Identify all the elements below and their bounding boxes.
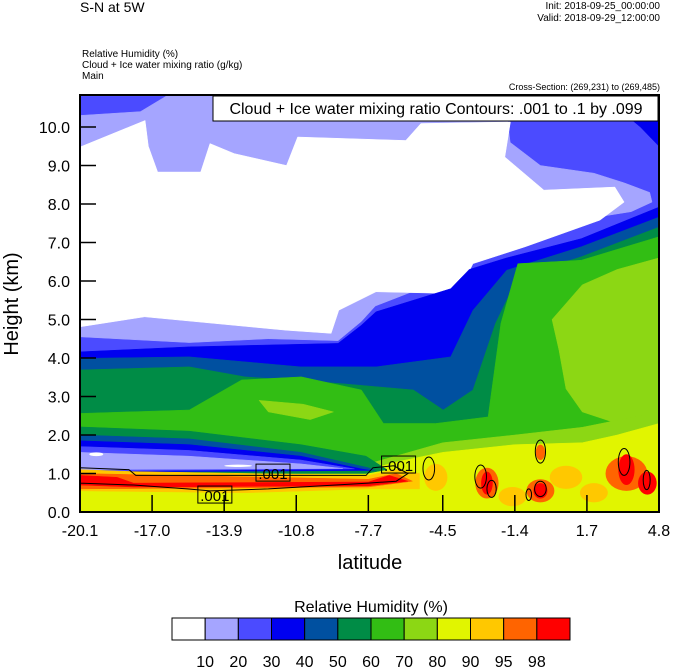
colorbar-swatch xyxy=(436,617,472,641)
contour-label: .001 xyxy=(200,488,229,505)
contour-label: .001 xyxy=(384,458,413,475)
y-tick-label: 0.0 xyxy=(48,505,70,522)
y-tick-label: 9.0 xyxy=(48,159,70,176)
y-tick-label: 4.0 xyxy=(48,351,70,368)
colorbar-swatch xyxy=(237,617,272,641)
colorbar-swatch xyxy=(370,617,405,641)
rh-blob xyxy=(638,471,657,495)
rh-filled-contours xyxy=(80,95,659,512)
colorbar-swatch xyxy=(536,617,571,641)
x-tick-label: -1.4 xyxy=(501,523,529,540)
colorbar-swatch xyxy=(171,617,206,641)
x-tick-label: -4.5 xyxy=(429,523,457,540)
rh-blob xyxy=(549,465,583,489)
rh-blob xyxy=(579,483,608,503)
x-tick-label: -7.7 xyxy=(355,523,383,540)
colorbar-swatch xyxy=(304,617,339,641)
y-tick-label: 1.0 xyxy=(48,467,70,484)
colorbar-swatch xyxy=(403,617,438,641)
x-tick-label: -17.0 xyxy=(134,523,171,540)
colorbar-label: 80 xyxy=(428,654,446,668)
x-tick-label: -20.1 xyxy=(62,523,99,540)
contour-annotation-box: Cloud + Ice water mixing ratio Contours:… xyxy=(212,95,659,122)
contour-label: .001 xyxy=(258,466,287,483)
x-tick-label: 4.8 xyxy=(648,523,670,540)
rh-blob xyxy=(618,454,635,486)
cloud-contour-line xyxy=(422,456,436,481)
colorbar-label: 50 xyxy=(329,654,347,668)
rh-blob xyxy=(89,452,104,457)
init-time: Init: 2018-09-25_00:00:00 xyxy=(545,1,660,12)
y-tick-label: 5.0 xyxy=(48,313,70,330)
colorbar-label: 20 xyxy=(229,654,247,668)
colorbar-label: 70 xyxy=(395,654,413,668)
x-tick-label: -10.8 xyxy=(278,523,315,540)
y-tick-label: 7.0 xyxy=(48,236,70,253)
colorbar-swatch xyxy=(204,617,239,641)
y-tick-label: 8.0 xyxy=(48,197,70,214)
colorbar-title: Relative Humidity (%) xyxy=(294,599,448,616)
rh-blob xyxy=(424,463,448,491)
contour-label-box xyxy=(255,463,291,482)
cloud-contour-line xyxy=(642,469,651,491)
colorbar-swatch xyxy=(337,617,372,641)
rh-region xyxy=(80,475,409,488)
colorbar-label: 10 xyxy=(196,654,214,668)
x-tick-label: -13.9 xyxy=(206,523,243,540)
colorbar-swatch xyxy=(271,617,306,641)
contour-annotation: Cloud + Ice water mixing ratio Contours:… xyxy=(229,101,642,118)
x-tick-label: 1.7 xyxy=(576,523,598,540)
cloud-contour-line xyxy=(486,479,497,498)
rh-blob xyxy=(224,464,253,467)
rh-blob xyxy=(481,471,493,495)
cross-section-label: Cross-Section: (269,231) to (269,485) xyxy=(508,82,660,92)
colorbar-label: 30 xyxy=(263,654,281,668)
rh-region xyxy=(80,120,625,334)
y-axis-label: Height (km) xyxy=(1,252,23,355)
cloud-contour-line xyxy=(617,447,631,476)
field-label-cloud: Cloud + Ice water mixing ratio (g/kg) xyxy=(82,60,243,71)
colorbar: 10 20 30 40 50 60 70 80 90 95 98 xyxy=(171,617,571,668)
contour-label-box xyxy=(381,455,417,474)
rh-region xyxy=(258,400,334,420)
y-tick-label: 10.0 xyxy=(39,120,70,137)
cloud-contour-line xyxy=(474,464,487,489)
colorbar-label: 98 xyxy=(528,654,546,668)
contour-label-box xyxy=(197,485,233,504)
rh-blob xyxy=(498,486,527,507)
field-label-rh: Relative Humidity (%) xyxy=(82,49,179,60)
valid-time: Valid: 2018-09-29_12:00:00 xyxy=(537,13,660,24)
colorbar-label: 95 xyxy=(495,654,513,668)
y-tick-label: 6.0 xyxy=(48,274,70,291)
cloud-contour-line xyxy=(525,488,533,501)
colorbar-swatch xyxy=(503,617,538,641)
axes: 0.0 1.0 2.0 3.0 4.0 5.0 6.0 7.0 8.0 9.0 10.0 -20.1 -… xyxy=(39,94,670,540)
rh-region xyxy=(80,452,344,470)
cloud-contour-line xyxy=(534,439,547,464)
colorbar-label: 40 xyxy=(296,654,314,668)
colorbar-label: 90 xyxy=(462,654,480,668)
y-tick-label: 2.0 xyxy=(48,428,70,445)
y-tick-label: 3.0 xyxy=(48,390,70,407)
cloud-contour-line xyxy=(534,480,547,498)
colorbar-swatch xyxy=(470,617,505,641)
x-axis-label: latitude xyxy=(338,552,403,574)
plot-frame xyxy=(79,94,660,513)
cloud-water-contours: .001 .001 .001 xyxy=(80,439,651,505)
rh-blob xyxy=(535,444,546,461)
plot-title: S-N at 5W xyxy=(80,0,145,15)
cloud-contour-line xyxy=(80,465,409,492)
field-label-main: Main xyxy=(82,71,104,82)
colorbar-label: 60 xyxy=(362,654,380,668)
